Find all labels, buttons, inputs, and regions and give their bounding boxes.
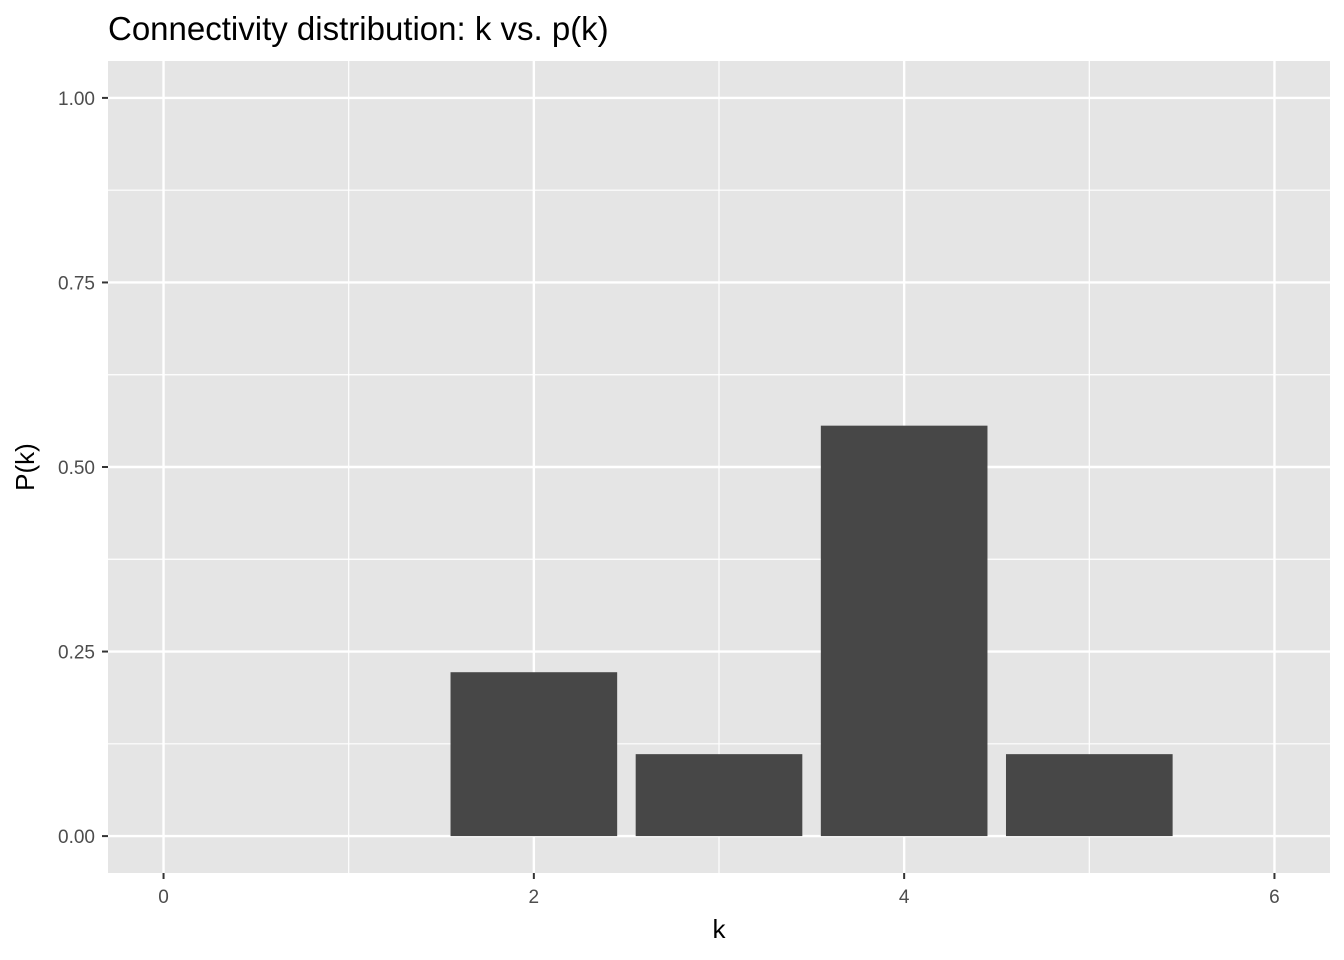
y-axis-title: P(k) bbox=[10, 443, 40, 491]
x-axis: 0 2 4 6 bbox=[158, 873, 1280, 908]
bar-k-5 bbox=[1005, 754, 1173, 837]
y-tick-label: 0.50 bbox=[58, 458, 95, 479]
bars bbox=[450, 425, 1173, 837]
bar-k-4 bbox=[820, 425, 988, 837]
y-tick-label: 0.00 bbox=[58, 827, 95, 848]
y-tick-label: 0.75 bbox=[58, 273, 95, 294]
x-tick-label: 0 bbox=[158, 887, 169, 908]
x-axis-title: k bbox=[713, 914, 727, 944]
x-tick-label: 4 bbox=[899, 887, 910, 908]
bar-k-2 bbox=[450, 672, 618, 837]
bar-k-3 bbox=[635, 754, 803, 837]
x-tick-label: 2 bbox=[529, 887, 540, 908]
y-tick-label: 1.00 bbox=[58, 89, 95, 110]
x-tick-label: 6 bbox=[1269, 887, 1280, 908]
y-tick-label: 0.25 bbox=[58, 643, 95, 664]
chart-title: Connectivity distribution: k vs. p(k) bbox=[108, 10, 609, 47]
y-axis: 0.00 0.25 0.50 0.75 1.00 bbox=[58, 89, 108, 848]
